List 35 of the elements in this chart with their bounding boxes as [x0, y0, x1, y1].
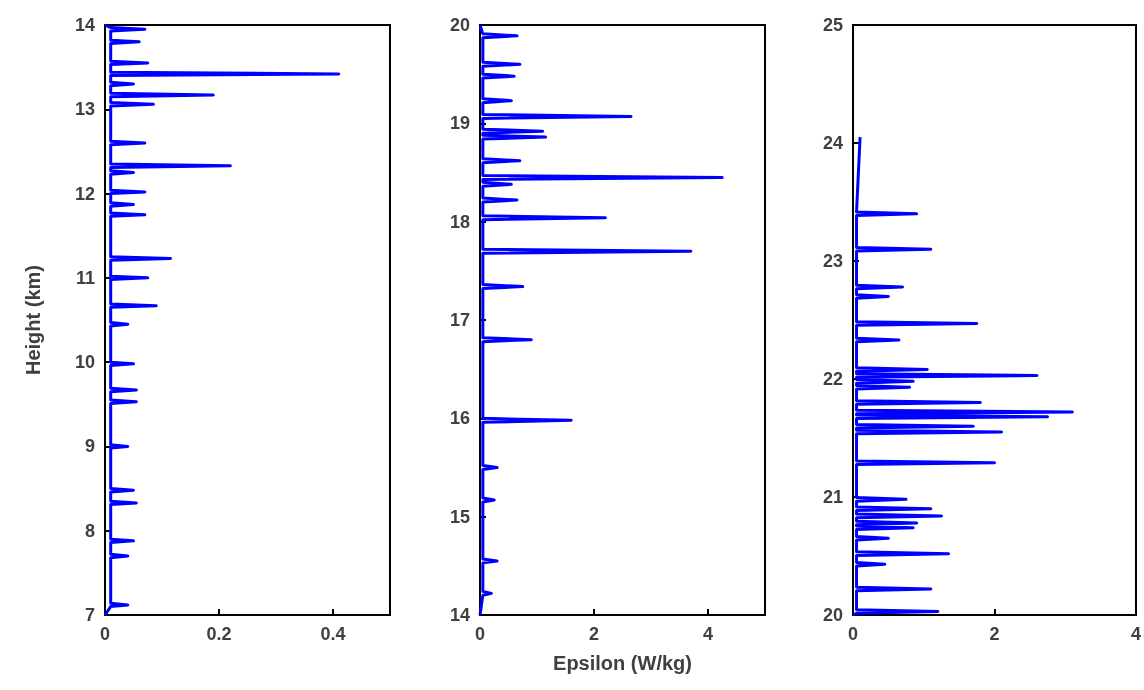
y-axis-title: Height (km) [22, 265, 44, 375]
x-tick-label: 4 [702, 624, 714, 644]
x-tick-label: 2 [588, 624, 600, 644]
y-tick-label: 9 [84, 436, 95, 457]
y-tick-label: 21 [822, 487, 843, 507]
line-series [478, 23, 724, 617]
y-tick-label: 14 [449, 605, 470, 625]
y-tick-label: 8 [84, 520, 95, 541]
y-tick-label: 12 [74, 183, 95, 204]
line-series [851, 135, 1074, 617]
y-tick-label: 22 [822, 369, 843, 389]
y-tick-label: 18 [449, 211, 470, 232]
x-tick-label: 0 [99, 624, 111, 644]
x-tick-label: 2 [989, 624, 1000, 644]
y-tick-label: 13 [74, 99, 95, 120]
y-tick-label: 24 [822, 133, 843, 153]
y-tick-label: 16 [449, 408, 470, 429]
y-tick-label: 20 [822, 605, 843, 625]
line-series [103, 23, 341, 617]
x-tick-label: 0.4 [320, 624, 346, 644]
x-tick-label: 4 [1130, 624, 1141, 644]
y-tick-label: 11 [75, 267, 95, 288]
y-tick-label: 19 [449, 113, 470, 134]
y-tick-label: 15 [449, 506, 470, 527]
y-tick-label: 23 [822, 251, 843, 271]
x-tick-label: 0.2 [206, 624, 232, 644]
x-tick-label: 0 [847, 624, 859, 644]
y-tick-label: 25 [822, 15, 843, 35]
y-tick-label: 7 [84, 605, 95, 625]
x-tick-label: 0 [474, 624, 486, 644]
y-tick-label: 20 [449, 15, 470, 35]
y-tick-label: 10 [74, 352, 95, 373]
x-axis-title: Epsilon (W/kg) [553, 652, 692, 674]
y-tick-label: 14 [74, 15, 95, 35]
y-tick-label: 17 [449, 310, 470, 330]
